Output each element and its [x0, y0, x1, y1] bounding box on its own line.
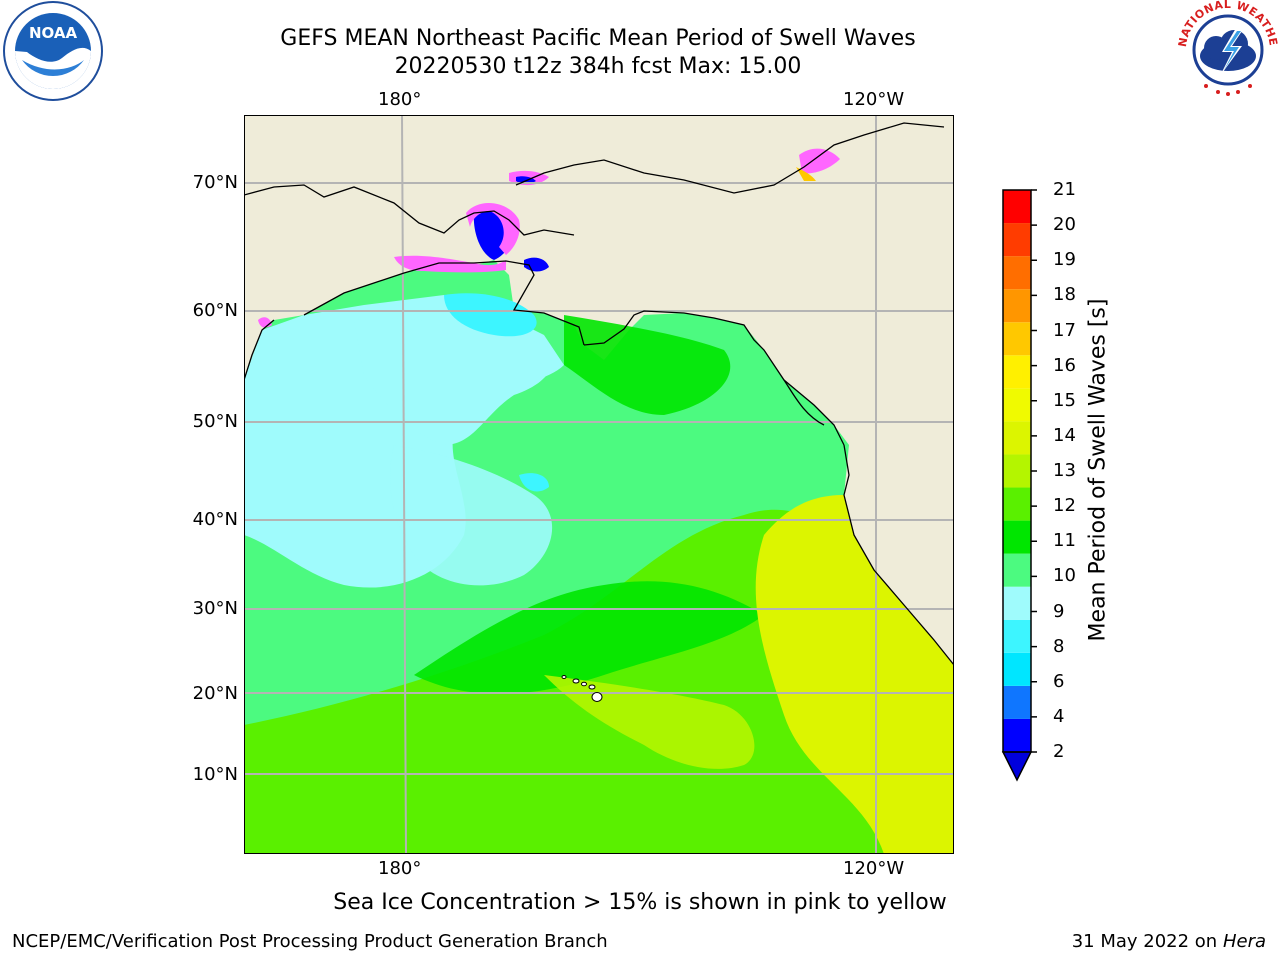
colorbar-segment — [1003, 586, 1031, 620]
colorbar-tick-label: 9 — [1053, 600, 1065, 622]
swell-period-map — [244, 115, 954, 854]
noaa-logo-text: NOAA — [29, 24, 78, 42]
colorbar-tick-label: 20 — [1053, 214, 1076, 236]
map-subtitle: 20220530 t12z 384h fcst Max: 15.00 — [394, 54, 802, 79]
colorbar-tick-label: 6 — [1053, 670, 1065, 692]
colorbar-segment — [1003, 355, 1031, 389]
colorbar-segment — [1003, 652, 1031, 686]
colorbar-segment — [1003, 718, 1031, 752]
colorbar-segment — [1003, 256, 1031, 290]
footer-host: Hera — [1222, 931, 1266, 952]
lat-label-10n: 10°N — [192, 764, 238, 785]
lat-label-40n: 40°N — [192, 509, 238, 530]
colorbar-segment — [1003, 454, 1031, 488]
lon-label-top-120w: 120°W — [843, 89, 905, 110]
map-title: GEFS MEAN Northeast Pacific Mean Period … — [280, 26, 916, 51]
colorbar-segment — [1003, 322, 1031, 356]
lat-label-50n: 50°N — [192, 411, 238, 432]
colorbar-tick-label: 14 — [1053, 424, 1076, 446]
colorbar-tick-label: 13 — [1053, 460, 1076, 481]
colorbar-tick-label: 8 — [1053, 635, 1065, 657]
colorbar-tick-label: 11 — [1053, 530, 1076, 552]
colorbar-segment — [1003, 553, 1031, 587]
colorbar-tick-label: 10 — [1053, 565, 1076, 587]
coastlines — [244, 122, 954, 666]
colorbar-segment — [1003, 190, 1031, 224]
sea-ice-caption: Sea Ice Concentration > 15% is shown in … — [333, 890, 947, 915]
lon-label-top-180: 180° — [378, 89, 422, 110]
colorbar-title: Mean Period of Swell Waves [s] — [1085, 298, 1111, 642]
lat-label-60n: 60°N — [192, 300, 238, 321]
lat-label-20n: 20°N — [192, 683, 238, 704]
colorbar-segment — [1003, 685, 1031, 719]
footer-date-text: 31 May 2022 on — [1071, 931, 1218, 952]
colorbar-segment — [1003, 421, 1031, 455]
lon-label-bottom-120w: 120°W — [843, 858, 905, 879]
lat-label-70n: 70°N — [192, 172, 238, 193]
hawaiian-islands — [561, 675, 603, 702]
noaa-logo: NOAA — [3, 1, 103, 101]
colorbar-tick-label: 2 — [1053, 741, 1065, 762]
colorbar-segment — [1003, 619, 1031, 653]
colorbar-tick-label: 12 — [1053, 495, 1076, 517]
colorbar-tick-label: 15 — [1053, 389, 1076, 411]
nws-logo: NATIONAL WEATHER SERVICE — [1176, 0, 1279, 97]
colorbar-tick-label: 4 — [1053, 705, 1065, 727]
colorbar-tick-label: 18 — [1053, 284, 1076, 306]
colorbar-extend-min — [1001, 751, 1033, 782]
colorbar-tick-label: 17 — [1053, 319, 1076, 341]
colorbar-tick-label: 16 — [1053, 354, 1076, 376]
colorbar — [1001, 189, 1037, 782]
colorbar-segment — [1003, 289, 1031, 323]
colorbar-segment — [1003, 388, 1031, 422]
colorbar-segment — [1003, 487, 1031, 521]
lat-label-30n: 30°N — [192, 598, 238, 619]
lon-label-bottom-180: 180° — [378, 858, 422, 879]
colorbar-tick-label: 21 — [1053, 179, 1076, 200]
footer-date: 31 May 2022 on Hera — [1072, 931, 1266, 952]
colorbar-tick-label: 19 — [1053, 249, 1076, 271]
footer-credit: NCEP/EMC/Verification Post Processing Pr… — [12, 931, 608, 952]
colorbar-segment — [1003, 520, 1031, 554]
colorbar-segment — [1003, 223, 1031, 257]
